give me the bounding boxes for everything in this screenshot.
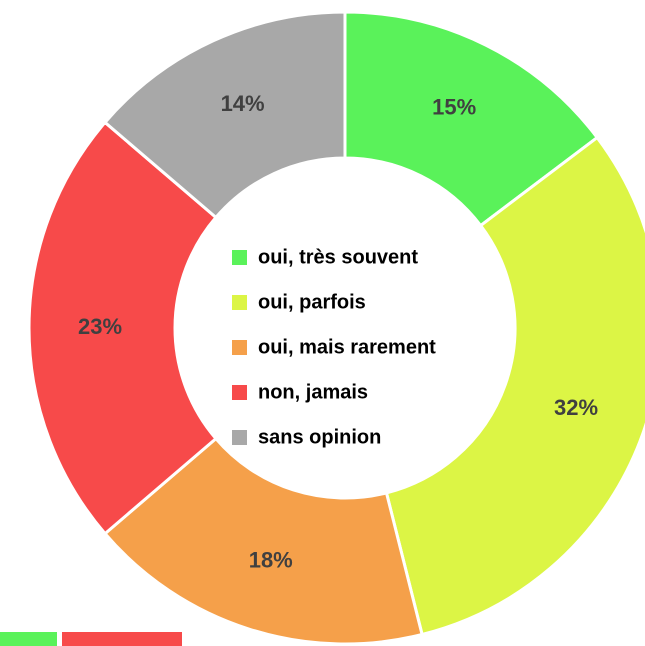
legend-swatch (232, 250, 247, 265)
decor-bar (0, 632, 57, 646)
legend-swatch (232, 430, 247, 445)
legend-label: oui, très souvent (258, 246, 418, 268)
slice (27, 120, 219, 536)
legend-swatch (232, 385, 247, 400)
slice (343, 10, 600, 228)
value-label: 23% (78, 314, 122, 339)
legend-label: non, jamais (258, 381, 368, 403)
value-label: 32% (554, 395, 598, 420)
slice (102, 10, 347, 220)
legend-label: oui, mais rarement (258, 336, 436, 358)
value-label: 18% (249, 547, 293, 572)
value-label: 15% (432, 94, 476, 119)
value-label: 14% (221, 91, 265, 116)
decor-bar (62, 632, 182, 646)
value-labels: 15% 32% 18% 23% 14% (78, 91, 598, 572)
slice (102, 436, 424, 646)
legend-label: sans opinion (258, 426, 381, 448)
legend-swatch (232, 340, 247, 355)
slice (384, 135, 645, 637)
legend: oui, très souvent oui, parfois oui, mais r… (232, 246, 436, 448)
legend-swatch (232, 295, 247, 310)
slices (27, 10, 645, 646)
legend-label: oui, parfois (258, 291, 366, 313)
